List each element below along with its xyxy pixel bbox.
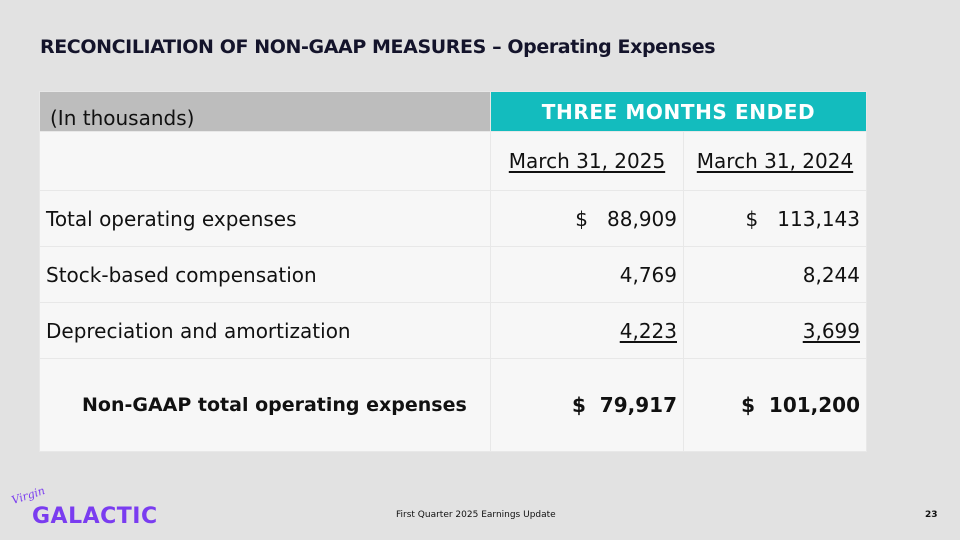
- row-value: $ 88,909: [490, 190, 684, 247]
- row-label: Depreciation and amortization: [39, 302, 491, 359]
- row-label: Total operating expenses: [39, 190, 491, 247]
- value-text: $ 101,200: [741, 393, 860, 417]
- column-header-2024: March 31, 2024: [683, 131, 867, 191]
- total-row: Non-GAAP total operating expenses $ 79,9…: [39, 358, 867, 452]
- value-text: 3,699: [802, 318, 860, 343]
- row-value: 3,699: [683, 302, 867, 359]
- virgin-galactic-logo: Virgin GALACTIC: [10, 484, 158, 530]
- value-text: 4,223: [619, 318, 677, 343]
- reconciliation-table: (In thousands) THREE MONTHS ENDED March …: [39, 91, 867, 452]
- row-value: 4,769: [490, 246, 684, 303]
- footer-text: First Quarter 2025 Earnings Update: [396, 510, 556, 520]
- row-value: $ 113,143: [683, 190, 867, 247]
- table-row: Stock-based compensation 4,769 8,244: [39, 246, 867, 303]
- page-number: 23: [925, 510, 938, 520]
- empty-cell: [39, 131, 491, 191]
- value-text: 4,769: [619, 262, 677, 287]
- value-text: 8,244: [802, 262, 860, 287]
- logo-wordmark: GALACTIC: [32, 504, 158, 529]
- row-value: 4,223: [490, 302, 684, 359]
- column-date: March 31, 2025: [508, 149, 666, 173]
- value-text: $ 88,909: [575, 206, 677, 231]
- table-row: Total operating expenses $ 88,909 $ 113,…: [39, 190, 867, 247]
- column-date: March 31, 2024: [696, 149, 854, 173]
- row-label: Stock-based compensation: [39, 246, 491, 303]
- column-header-2025: March 31, 2025: [490, 131, 684, 191]
- table-row: Depreciation and amortization 4,223 3,69…: [39, 302, 867, 359]
- date-header-row: March 31, 2025 March 31, 2024: [39, 131, 867, 191]
- period-header: THREE MONTHS ENDED: [490, 91, 867, 132]
- total-value: $ 101,200: [683, 358, 867, 452]
- slide-title: RECONCILIATION OF NON-GAAP MEASURES – Op…: [40, 36, 716, 58]
- units-label: (In thousands): [39, 91, 491, 132]
- value-text: $ 113,143: [745, 206, 860, 231]
- value-text: $ 79,917: [571, 393, 677, 417]
- row-value: 8,244: [683, 246, 867, 303]
- total-value: $ 79,917: [490, 358, 684, 452]
- total-label: Non-GAAP total operating expenses: [39, 358, 491, 452]
- table-header-row: (In thousands) THREE MONTHS ENDED: [39, 91, 867, 132]
